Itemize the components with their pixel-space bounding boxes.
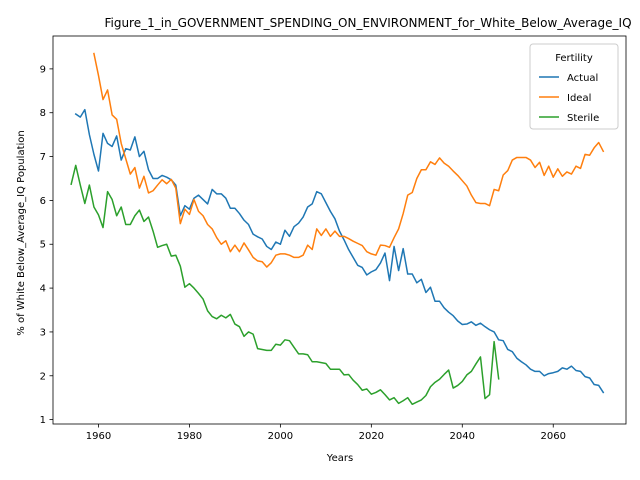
legend-label-ideal: Ideal (567, 93, 591, 104)
x-tick-label: 2060 (541, 431, 566, 442)
y-tick-label: 4 (40, 284, 46, 295)
y-tick-label: 9 (40, 64, 46, 75)
legend-box (529, 43, 619, 130)
series-line-ideal (93, 52, 605, 268)
series-lines (70, 52, 605, 406)
x-tick-label: 2020 (359, 431, 384, 442)
y-axis-label: % of White Below_Average_IQ Population (16, 130, 27, 335)
legend: Fertility Actual Ideal Sterile (529, 43, 619, 130)
y-tick-label: 8 (40, 108, 46, 119)
x-tick-label: 1980 (177, 431, 202, 442)
plot-frame (52, 35, 627, 425)
series-line-sterile (70, 164, 500, 406)
x-tick-label: 1960 (86, 431, 111, 442)
legend-label-actual: Actual (567, 73, 598, 84)
y-tick-label: 2 (40, 371, 46, 382)
y-tick-label: 7 (40, 152, 46, 163)
x-axis-label: Years (326, 453, 353, 464)
legend-label-sterile: Sterile (567, 113, 599, 124)
y-axis-ticks: 1 2 3 4 5 6 7 8 9 (40, 64, 53, 426)
legend-title: Fertility (555, 53, 593, 64)
y-tick-label: 6 (40, 196, 46, 207)
x-tick-label: 2000 (268, 431, 293, 442)
chart-title: Figure_1_in_GOVERNMENT_SPENDING_ON_ENVIR… (104, 16, 631, 30)
y-tick-label: 3 (40, 327, 46, 338)
axes-spines (52, 35, 627, 425)
x-tick-label: 2040 (450, 431, 475, 442)
y-tick-label: 5 (40, 240, 46, 251)
series-line-actual (74, 108, 605, 394)
x-axis-ticks: 1960 1980 2000 2020 2040 2060 (86, 424, 566, 442)
y-tick-label: 1 (40, 415, 46, 426)
